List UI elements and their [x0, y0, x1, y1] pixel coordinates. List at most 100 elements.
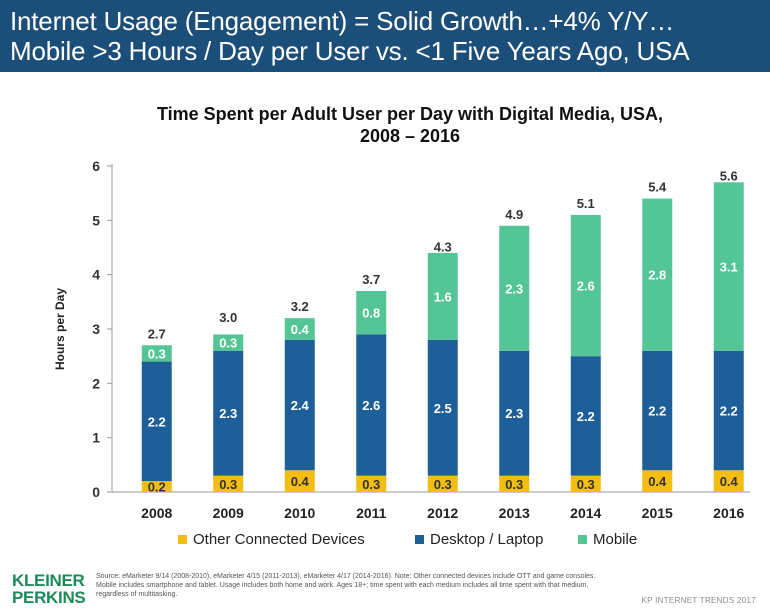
total-data-label: 5.6 [720, 169, 738, 184]
chart-title-line-1: Time Spent per Adult User per Day with D… [156, 104, 664, 124]
y-tick-label: 2 [92, 375, 100, 391]
total-data-label: 2.7 [148, 326, 166, 341]
segment-data-label: 2.6 [362, 398, 380, 413]
y-tick-label: 6 [92, 158, 100, 174]
stacked-bar-chart: 0 1 2 3 4 5 6 Hours per Day 0.2 2.2 0.3 2.7 2008 0.3 2… [53, 158, 750, 521]
header-title-line-1: Internet Usage (Engagement) = Solid Grow… [10, 6, 675, 36]
y-tick-label: 0 [92, 484, 100, 500]
legend-swatch-other-devices [178, 535, 187, 544]
total-data-label: 5.1 [577, 196, 595, 211]
bar-segment-mobile [141, 345, 172, 362]
x-tick-label: 2011 [356, 505, 387, 521]
bar-segment-mobile [713, 182, 744, 351]
total-data-label: 5.4 [648, 180, 667, 195]
legend-item-mobile: Mobile [578, 531, 637, 548]
bar-segment-desktop-laptop [141, 361, 172, 482]
header-title-line-2: Mobile >3 Hours / Day per User vs. <1 Fi… [10, 36, 690, 66]
x-tick-label: 2009 [213, 505, 244, 521]
slide-header: Internet Usage (Engagement) = Solid Grow… [0, 0, 770, 72]
legend-item-other-devices: Other Connected Devices [178, 531, 365, 548]
chart-title-line-2: 2008 – 2016 [359, 126, 461, 146]
segment-data-label: 1.6 [434, 289, 452, 304]
bar-segment-other-connected-devices [642, 470, 673, 492]
legend-label-mobile: Mobile [593, 531, 638, 548]
bar-segment-mobile [284, 318, 315, 340]
segment-data-label: 0.3 [219, 477, 237, 492]
bar-segment-other-connected-devices [213, 475, 244, 492]
bar-segment-other-connected-devices [570, 475, 601, 492]
segment-data-label: 2.8 [648, 268, 666, 283]
x-tick-label: 2016 [713, 505, 744, 521]
chart-legend: Other Connected Devices Desktop / Laptop… [0, 531, 770, 551]
segment-data-label: 2.6 [577, 279, 595, 294]
segment-data-label: 2.5 [434, 401, 452, 416]
x-tick-label: 2010 [284, 505, 315, 521]
bar-segment-mobile [499, 225, 530, 351]
segment-data-label: 0.3 [505, 477, 523, 492]
x-tick-label: 2013 [499, 505, 530, 521]
y-tick-label: 1 [92, 430, 100, 446]
segment-data-label: 2.2 [148, 414, 166, 429]
report-brand: KP INTERNET TRENDS 2017 [641, 596, 756, 605]
x-tick-label: 2015 [642, 505, 673, 521]
segment-data-label: 2.3 [505, 281, 523, 296]
segment-data-label: 0.2 [148, 480, 166, 495]
bar-segment-other-connected-devices [141, 481, 172, 492]
legend-swatch-desktop-laptop [415, 535, 424, 544]
segment-data-label: 0.4 [720, 474, 739, 489]
bar-segment-desktop-laptop [713, 350, 744, 471]
segment-data-label: 0.3 [434, 477, 452, 492]
segment-data-label: 0.3 [577, 477, 595, 492]
total-data-label: 3.0 [219, 310, 237, 325]
source-note: Source: eMarketer 9/14 (2008-2010), eMar… [96, 573, 596, 598]
bar-segment-other-connected-devices [499, 475, 530, 492]
bar-segment-desktop-laptop [213, 350, 244, 476]
legend-label-desktop-laptop: Desktop / Laptop [430, 531, 544, 548]
legend-swatch-mobile [578, 535, 587, 544]
bar-segment-desktop-laptop [499, 350, 530, 476]
bar-segment-other-connected-devices [427, 475, 458, 492]
total-data-label: 3.7 [362, 272, 380, 287]
bar-segment-desktop-laptop [642, 350, 673, 471]
segment-data-label: 2.4 [291, 398, 310, 413]
segment-data-label: 0.4 [648, 474, 667, 489]
segment-data-label: 2.3 [505, 406, 523, 421]
y-tick-label: 5 [92, 212, 100, 228]
legend-item-desktop-laptop: Desktop / Laptop [415, 531, 543, 548]
segment-data-label: 3.1 [720, 260, 738, 275]
segment-data-label: 2.2 [577, 409, 595, 424]
bar-segment-desktop-laptop [284, 339, 315, 471]
y-axis-title: Hours per Day [53, 288, 67, 370]
bar-segment-other-connected-devices [356, 475, 387, 492]
bar-segment-mobile [642, 198, 673, 351]
total-data-label: 3.2 [291, 299, 309, 314]
bar-segment-mobile [570, 214, 601, 357]
x-tick-label: 2012 [427, 505, 458, 521]
logo-line-2: PERKINS [12, 588, 86, 607]
segment-data-label: 0.4 [291, 322, 310, 337]
bar-segment-mobile [213, 334, 244, 351]
legend-label-other-devices: Other Connected Devices [193, 531, 365, 548]
segment-data-label: 0.3 [362, 477, 380, 492]
segment-data-label: 0.8 [362, 306, 380, 321]
chart-title: Time Spent per Adult User per Day with D… [85, 103, 735, 147]
bar-segment-desktop-laptop [356, 334, 387, 476]
x-tick-label: 2014 [570, 505, 601, 521]
bar-segment-desktop-laptop [427, 339, 458, 476]
segment-data-label: 0.3 [219, 336, 237, 351]
bar-segment-desktop-laptop [570, 356, 601, 476]
total-data-label: 4.9 [505, 207, 523, 222]
segment-data-label: 2.3 [219, 406, 237, 421]
bar-segment-other-connected-devices [284, 470, 315, 492]
logo-line-1: KLEINER [12, 571, 85, 590]
kleiner-perkins-logo: KLEINER PERKINS [12, 571, 86, 607]
segment-data-label: 2.2 [720, 404, 738, 419]
y-tick-label: 4 [92, 267, 100, 283]
bar-segment-mobile [427, 252, 458, 340]
segment-data-label: 0.3 [148, 346, 166, 361]
x-tick-label: 2008 [141, 505, 172, 521]
bar-segment-other-connected-devices [713, 470, 744, 492]
segment-data-label: 2.2 [648, 404, 666, 419]
segment-data-label: 0.4 [291, 474, 310, 489]
y-tick-label: 3 [92, 321, 100, 337]
